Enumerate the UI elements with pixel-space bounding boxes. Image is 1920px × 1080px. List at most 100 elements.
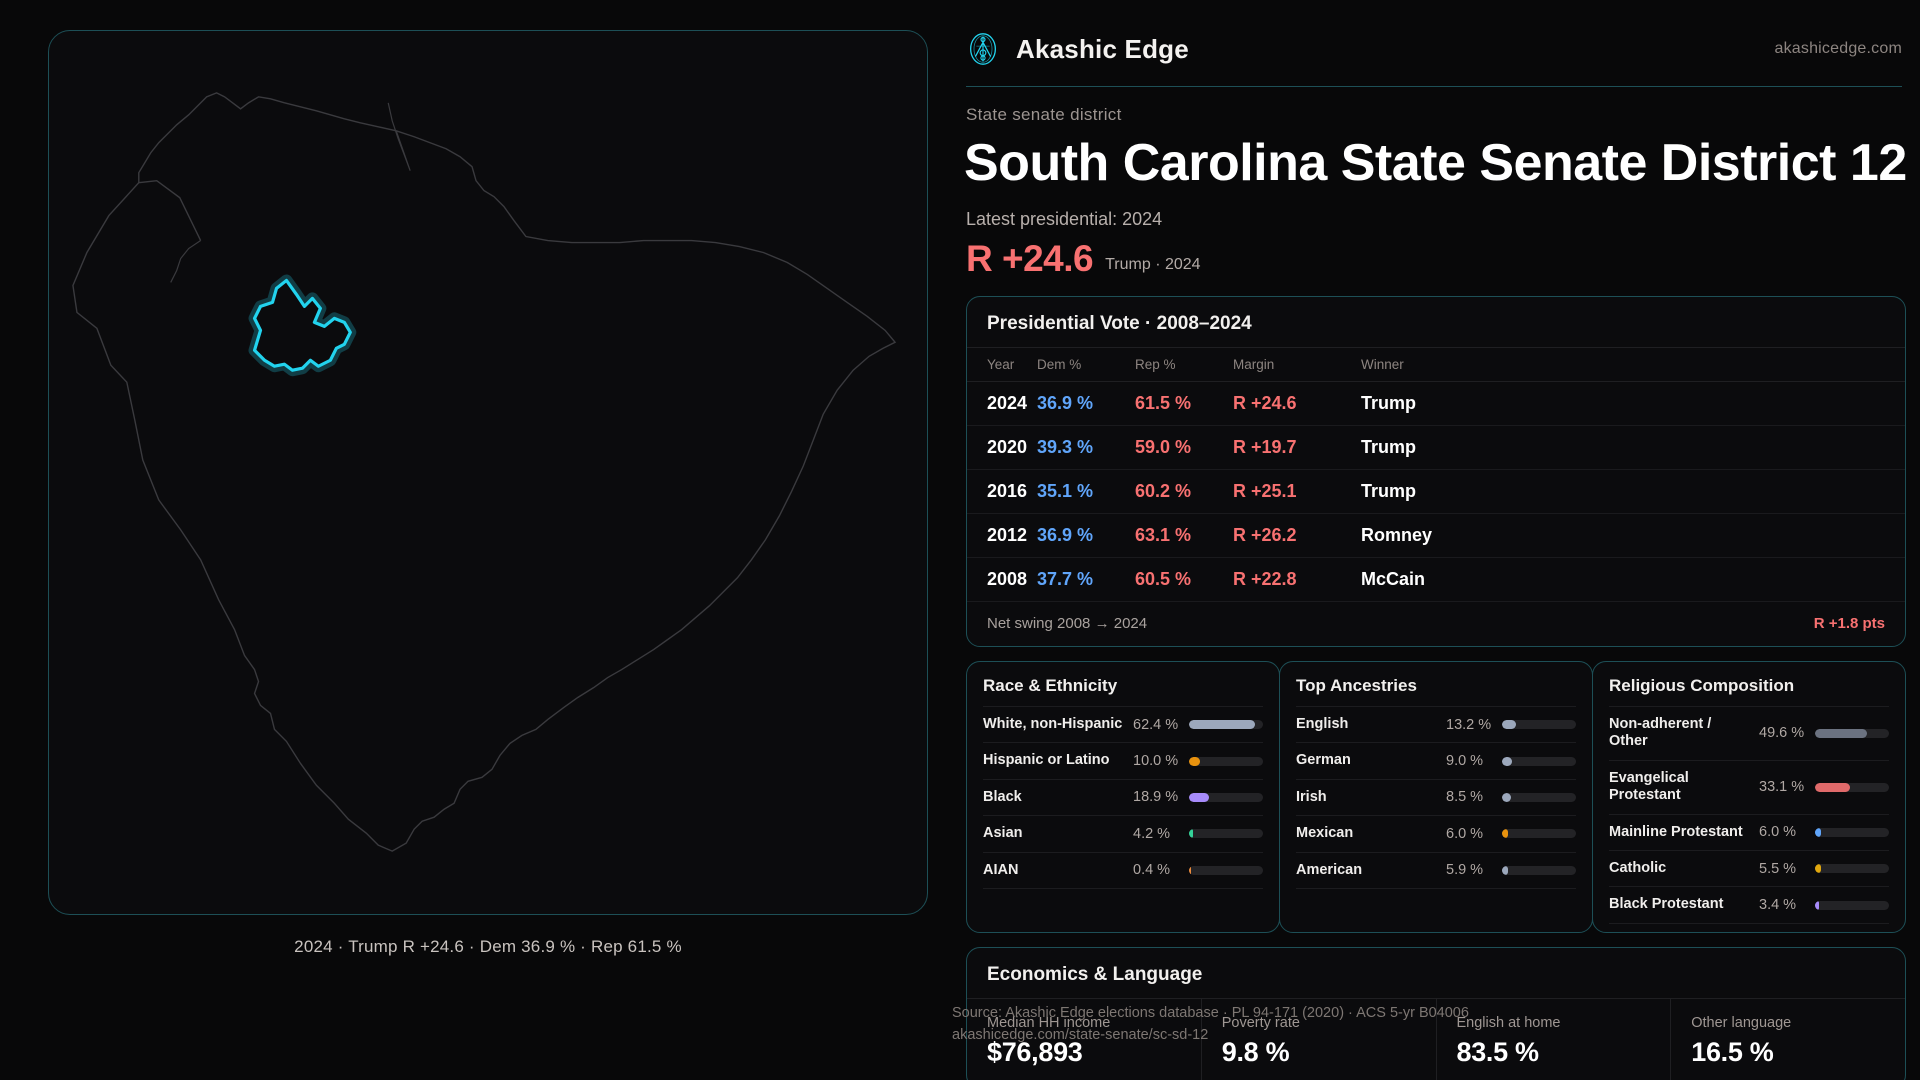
item-label: Irish — [1296, 788, 1327, 805]
item-bar-track — [1502, 792, 1576, 802]
table-row[interactable]: 2008 37.7 % 60.5 % R +22.8 McCain — [967, 557, 1905, 602]
item-label: Hispanic or Latino — [983, 752, 1110, 769]
list-item: White, non-Hispanic 62.4 % — [983, 706, 1263, 742]
cell-rep: 63.1 % — [1135, 513, 1233, 558]
district-outline-path[interactable] — [252, 278, 352, 372]
item-bar-fill — [1189, 756, 1200, 766]
state-outline-path — [72, 92, 897, 852]
list-item: Mexican 6.0 % — [1296, 815, 1576, 851]
item-label: Black — [983, 788, 1022, 805]
cell-year: 2008 — [967, 557, 1037, 602]
item-bar-fill — [1815, 827, 1822, 837]
religion-card: Religious Composition Non-adherent / Oth… — [1592, 661, 1906, 933]
item-label: English — [1296, 716, 1349, 732]
item-bar-fill — [1502, 865, 1509, 875]
item-percent: 5.9 % — [1446, 862, 1484, 879]
latest-presidential-label: Latest presidential: 2024 — [966, 209, 1163, 229]
headline-margin-value: R +24.6 — [966, 238, 1094, 279]
item-percent: 5.5 % — [1759, 860, 1797, 877]
list-item: German 9.0 % — [1296, 742, 1576, 778]
list-item: Asian 4.2 % — [983, 815, 1263, 851]
item-label: AIAN — [983, 861, 1019, 878]
item-percent: 13.2 % — [1446, 716, 1492, 733]
item-bar-track — [1502, 865, 1576, 875]
presidential-vote-title: Presidential Vote · 2008–2024 — [987, 313, 1252, 334]
list-item: Black 18.9 % — [983, 778, 1263, 815]
map-column: 2024 · Trump R +24.6 · Dem 36.9 % · Rep … — [0, 0, 950, 1080]
race-ethnicity-title: Race & Ethnicity — [983, 676, 1118, 695]
district-map-card[interactable] — [48, 30, 928, 915]
item-bar-fill — [1189, 720, 1255, 730]
item-percent: 18.9 % — [1133, 789, 1179, 806]
cell-rep: 61.5 % — [1135, 381, 1233, 426]
net-swing-row: Net swing 2008 → 2024 R +1.8 pts — [967, 602, 1905, 646]
item-bar-fill — [1815, 864, 1821, 874]
item-bar-fill — [1189, 829, 1194, 839]
item-bar-track — [1189, 720, 1263, 730]
stat-cell: Median HH income $76,893 — [967, 999, 1201, 1080]
item-percent: 6.0 % — [1446, 825, 1484, 842]
item-label: Catholic — [1609, 859, 1667, 876]
cell-rep: 60.2 % — [1135, 469, 1233, 514]
item-percent: 10.0 % — [1133, 753, 1179, 770]
list-item: Hispanic or Latino 10.0 % — [983, 742, 1263, 778]
race-ethnicity-card: Race & Ethnicity White, non-Hispanic 62.4… — [966, 661, 1280, 933]
item-bar-fill — [1502, 792, 1511, 802]
cell-rep: 59.0 % — [1135, 425, 1233, 470]
item-label: Asian — [983, 825, 1023, 842]
ancestry-card: Top Ancestries English 13.2 % German 9.0 % I… — [1279, 661, 1593, 933]
item-percent: 3.4 % — [1759, 897, 1797, 914]
economics-card: Economics & Language Median HH income $76… — [966, 946, 1906, 1080]
table-body: 2024 36.9 % 61.5 % R +24.6 Trump 2020 39.3 % 59… — [967, 381, 1905, 602]
stat-cell: Poverty rate 9.8 % — [1200, 998, 1436, 1080]
cell-winner: Trump — [1361, 469, 1905, 514]
cell-winner: Trump — [1361, 381, 1905, 426]
table-row[interactable]: 2012 36.9 % 63.1 % R +26.2 Romney — [967, 513, 1905, 558]
item-bar-track — [1815, 782, 1889, 792]
presidential-vote-card: Presidential Vote · 2008–2024 Year Dem %… — [966, 296, 1906, 647]
item-bar-fill — [1815, 782, 1850, 792]
item-percent: 49.6 % — [1759, 725, 1805, 742]
item-bar-track — [1189, 865, 1263, 875]
item-bar-track — [1815, 900, 1889, 910]
race-ethnicity-list: White, non-Hispanic 62.4 % Hispanic or Lat… — [967, 706, 1279, 897]
cell-dem: 36.9 % — [1037, 513, 1135, 558]
item-bar-fill — [1502, 829, 1509, 839]
table-header-row: Year Dem % Rep % Margin Winner — [967, 347, 1905, 382]
cell-year: 2012 — [967, 513, 1037, 558]
col-margin: Margin — [1233, 347, 1361, 382]
table-row[interactable]: 2016 35.1 % 60.2 % R +25.1 Trump — [967, 469, 1905, 514]
col-winner: Winner — [1361, 347, 1905, 382]
item-bar-track — [1502, 829, 1576, 839]
cell-margin: R +19.7 — [1233, 425, 1361, 470]
net-swing-label: Net swing 2008 → 2024 — [987, 615, 1148, 632]
ancestry-list: English 13.2 % German 9.0 % Irish 8.5 % Mexica… — [1280, 706, 1592, 897]
stat-label: Other language — [1691, 1014, 1792, 1031]
item-label: Mexican — [1296, 825, 1354, 842]
cell-dem: 39.3 % — [1037, 425, 1135, 470]
item-bar-fill — [1502, 720, 1516, 730]
item-bar-track — [1189, 756, 1263, 766]
cell-dem: 37.7 % — [1037, 557, 1135, 602]
item-bar-fill — [1189, 865, 1192, 875]
source-footer: Source: Akashic Edge elections database … — [952, 1002, 1472, 1047]
item-bar-track — [1815, 728, 1889, 738]
item-bar-track — [1502, 720, 1576, 730]
item-bar-track — [1189, 829, 1263, 839]
item-label: German — [1296, 752, 1351, 769]
table-row[interactable]: 2024 36.9 % 61.5 % R +24.6 Trump — [967, 381, 1905, 426]
list-item: Black Protestant 3.4 % — [1609, 886, 1889, 924]
item-label: Non-adherent / Other — [1609, 716, 1712, 750]
highlighted-district-group[interactable] — [248, 274, 357, 377]
economics-stats: Median HH income $76,893 Poverty rate 9.8 %… — [967, 997, 1905, 1080]
cell-margin: R +22.8 — [1233, 557, 1361, 602]
akashic-emblem-icon — [969, 33, 997, 65]
cell-winner: Romney — [1361, 513, 1905, 558]
south-carolina-map[interactable] — [49, 31, 927, 914]
table-row[interactable]: 2020 39.3 % 59.0 % R +19.7 Trump — [967, 425, 1905, 470]
cell-winner: McCain — [1361, 557, 1905, 602]
brand-domain: akashicedge.com — [1774, 40, 1902, 57]
stat-value: 16.5 % — [1691, 1036, 1774, 1067]
net-swing-value: R +1.8 pts — [1813, 615, 1885, 632]
